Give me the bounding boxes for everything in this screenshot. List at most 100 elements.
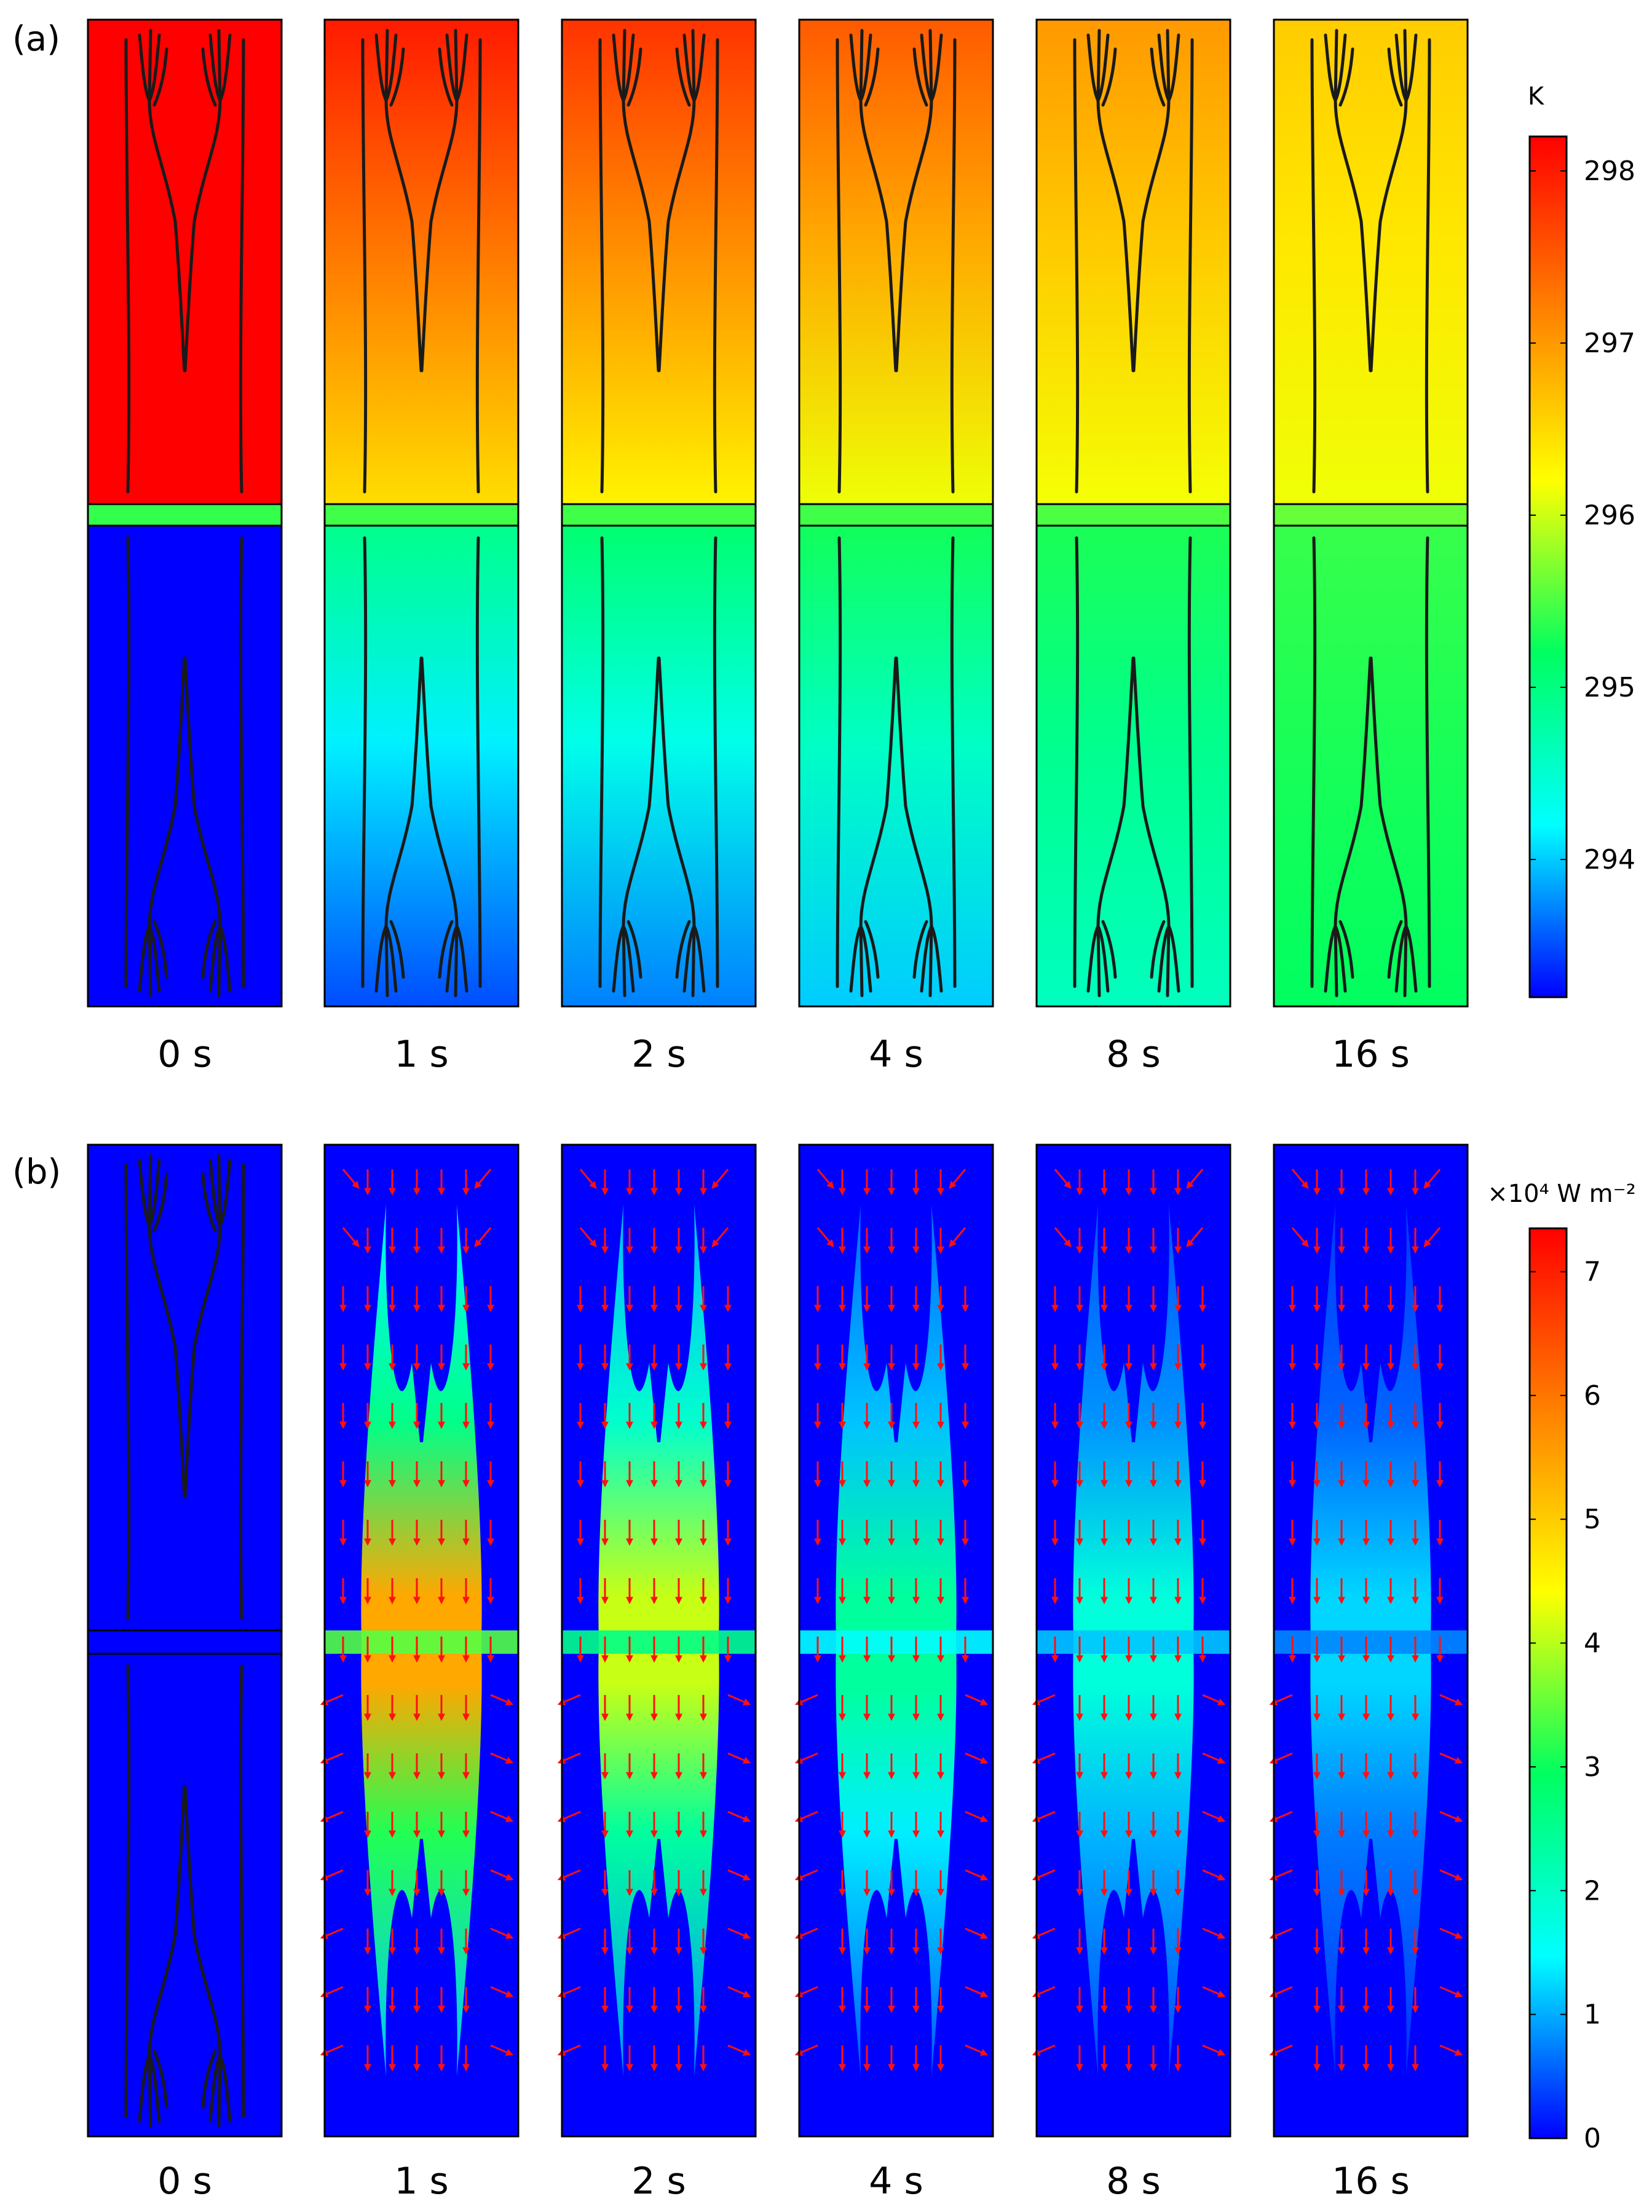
colorbar-tick-label: 298 <box>1584 156 1635 187</box>
flux-arrow <box>1439 1986 1463 1997</box>
flux-arrow <box>1439 1811 1463 1822</box>
interface-layer <box>1274 504 1468 526</box>
interface-layer <box>325 504 518 526</box>
time-label: 0 s <box>157 2160 212 2203</box>
tree-outline <box>836 29 957 997</box>
panel-a-temperature: (a) 0 s 1 s 2 s 4 s 8 s 16 s K 298 297 296 295 29… <box>12 18 1635 1076</box>
time-label: 2 s <box>631 1033 686 1076</box>
flux-arrow <box>727 2044 751 2056</box>
flux-arrow <box>490 1986 514 1997</box>
heat-flux-frames: 0 s 1 s 2 s 4 s 8 s 16 s <box>87 1144 1469 2203</box>
time-label: 16 s <box>1332 1033 1410 1076</box>
heat-flux-frame: 8 s <box>1032 1144 1231 2203</box>
time-label: 2 s <box>631 2160 686 2203</box>
flux-arrow <box>727 1927 751 1939</box>
flux-arrow <box>727 1986 751 1997</box>
colorbar-tick-label: 5 <box>1584 1504 1601 1535</box>
colorbar-tick-label: 2 <box>1584 1875 1601 1906</box>
flux-arrow <box>1202 1811 1226 1822</box>
flux-arrow <box>965 1927 989 1939</box>
flux-arrow <box>1054 1169 1072 1189</box>
frame-border <box>1273 1144 1469 2138</box>
flux-arrows <box>320 1169 514 2072</box>
flux-arrow <box>816 1169 834 1189</box>
frame-border <box>323 18 520 1008</box>
frame-border <box>798 18 994 1008</box>
flux-arrow <box>1439 1694 1463 1705</box>
hot-region <box>799 20 993 504</box>
flux-arrow <box>1291 1227 1309 1247</box>
heat-flux-frame: 0 s <box>87 1144 283 2203</box>
hot-region <box>1274 20 1468 504</box>
flux-arrow <box>1186 1227 1204 1247</box>
tree-outline <box>124 29 245 997</box>
panel-a-label: (a) <box>12 19 60 59</box>
heat-flux-frame: 1 s <box>320 1144 520 2203</box>
time-label: 4 s <box>869 2160 923 2203</box>
temperature-frame: 4 s <box>798 18 994 1076</box>
frame-border <box>87 18 283 1008</box>
frame-border <box>561 1144 757 2138</box>
flux-arrow <box>965 2044 989 2056</box>
interface-flux-layer <box>1037 1630 1230 1654</box>
flux-arrow <box>1439 1869 1463 1881</box>
flux-arrow <box>579 1227 597 1247</box>
flux-arrow <box>474 1227 492 1247</box>
flux-arrow <box>711 1227 729 1247</box>
flux-arrows <box>1032 1169 1226 2072</box>
colorbar-tick-label: 294 <box>1584 844 1635 875</box>
colorbar-tick-label: 0 <box>1584 2123 1601 2154</box>
cold-region <box>562 526 756 1006</box>
panel-b-label: (b) <box>12 1152 61 1192</box>
tree-outline <box>1310 29 1431 997</box>
interface-flux-layer <box>1274 1630 1468 1654</box>
panel-b-heat-flux: (b) 0 s 1 s 2 s 4 s 8 s 16 s ×10⁴ W m⁻² 7 6 5 4 3… <box>12 1144 1636 2203</box>
flux-arrow <box>965 1752 989 1764</box>
temperature-frame: 16 s <box>1273 18 1469 1076</box>
interface-layer <box>88 504 282 526</box>
flux-arrow <box>490 1927 514 1939</box>
cold-region <box>1037 526 1230 1006</box>
flux-arrow <box>949 1227 966 1247</box>
colorbar-tick-label: 6 <box>1584 1380 1601 1412</box>
time-label: 0 s <box>157 1033 212 1076</box>
temperature-unit-label: K <box>1528 82 1545 111</box>
flux-arrow <box>965 1694 989 1705</box>
temperature-frame: 2 s <box>561 18 757 1076</box>
colorbar-gradient <box>1528 1227 1568 2139</box>
tree-outline <box>598 29 719 997</box>
time-label: 16 s <box>1332 2160 1410 2203</box>
time-label: 8 s <box>1106 2160 1161 2203</box>
heat-flux-frame: 16 s <box>1269 1144 1469 2203</box>
flux-arrow <box>949 1169 966 1189</box>
flux-arrow <box>1439 1752 1463 1764</box>
tree-outline <box>1073 29 1194 997</box>
flux-arrows <box>1269 1169 1463 2072</box>
colorbar-tick-label: 7 <box>1584 1256 1601 1287</box>
flux-arrow <box>1291 1169 1309 1189</box>
flux-arrow <box>1423 1169 1441 1189</box>
frame-border <box>561 18 757 1008</box>
frame-border <box>798 1144 994 2138</box>
flux-arrow <box>727 1869 751 1881</box>
cold-region <box>799 526 993 1006</box>
flux-arrow <box>1186 1169 1204 1189</box>
flux-arrow <box>1423 1227 1441 1247</box>
interface-flux-layer <box>562 1630 756 1654</box>
flux-arrow <box>474 1169 492 1189</box>
interface-layer <box>562 504 756 526</box>
colorbar-tick-label: 4 <box>1584 1628 1601 1659</box>
colorbar-gradient <box>1528 135 1568 998</box>
flux-arrow <box>965 1986 989 1997</box>
flux-arrow <box>965 1811 989 1822</box>
flux-arrow <box>1202 1986 1226 1997</box>
interface-layer <box>1037 504 1230 526</box>
heat-flux-unit-label: ×10⁴ W m⁻² <box>1487 1180 1636 1208</box>
flux-arrow <box>490 2044 514 2056</box>
colorbar-tick-label: 295 <box>1584 672 1635 703</box>
temperature-frame: 0 s <box>87 18 283 1076</box>
time-label: 4 s <box>869 1033 923 1076</box>
temperature-frame: 8 s <box>1035 18 1231 1076</box>
colorbar-tick-label: 3 <box>1584 1752 1601 1783</box>
cold-region <box>1274 526 1468 1006</box>
